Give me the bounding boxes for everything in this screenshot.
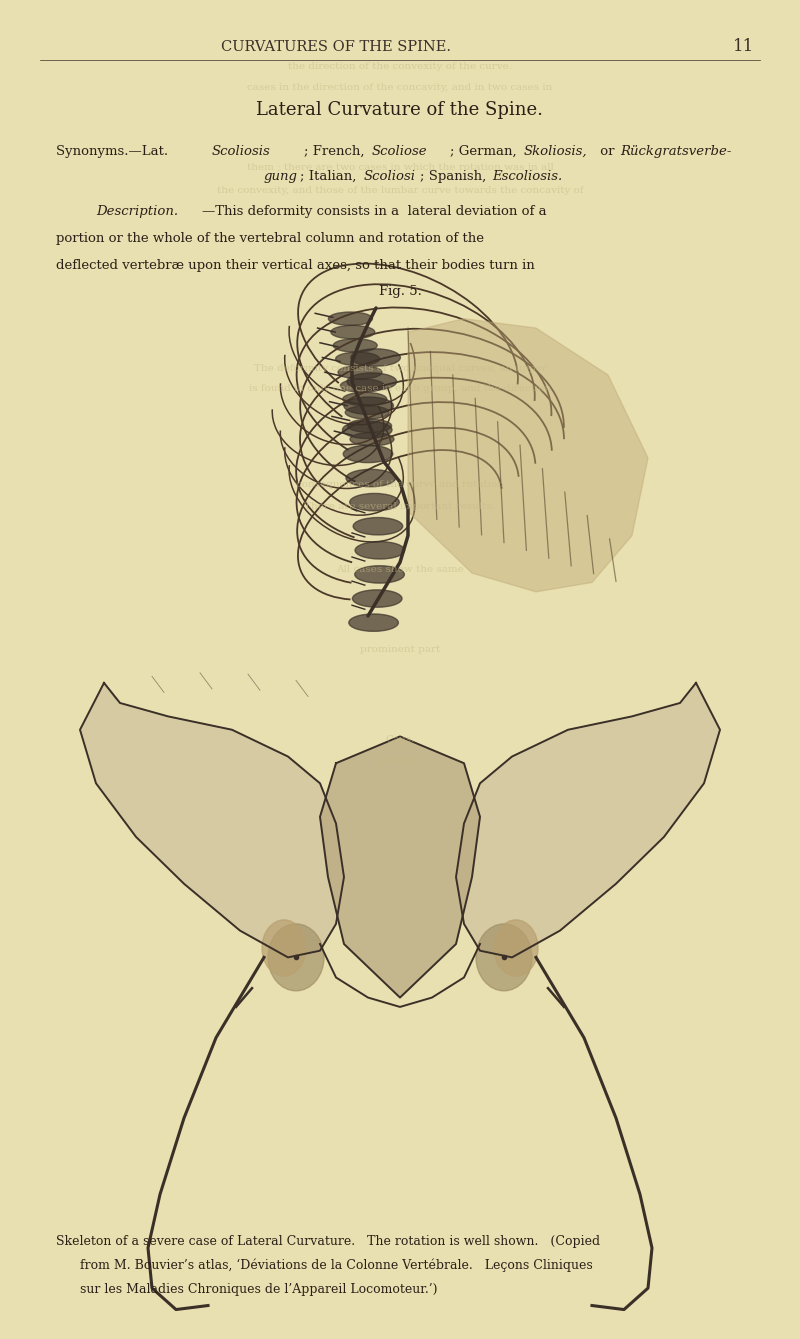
Ellipse shape (336, 352, 380, 366)
Ellipse shape (355, 542, 405, 560)
Ellipse shape (494, 920, 538, 976)
Ellipse shape (350, 493, 399, 510)
Ellipse shape (343, 392, 387, 406)
Text: prominent part: prominent part (360, 645, 440, 653)
Text: them ; there are two cases in which the rotation was in all: them ; there are two cases in which the … (246, 163, 554, 171)
Polygon shape (456, 683, 720, 957)
Text: Lateral Curvature of the Spine.: Lateral Curvature of the Spine. (257, 100, 543, 119)
Text: from M. Bouvier’s atlas, ‘Déviations de la Colonne Vertébrale.   Leçons Clinique: from M. Bouvier’s atlas, ‘Déviations de … (80, 1259, 593, 1272)
Text: Rückgratsverbe-: Rückgratsverbe- (620, 145, 731, 158)
Text: The deformity consists of two unequal curves, an upper: The deformity consists of two unequal cu… (254, 364, 546, 372)
Ellipse shape (331, 325, 374, 339)
Ellipse shape (354, 565, 404, 582)
Ellipse shape (350, 348, 400, 366)
Text: —This deformity consists in a  lateral deviation of a: —This deformity consists in a lateral de… (202, 205, 546, 218)
Ellipse shape (268, 924, 324, 991)
Ellipse shape (353, 517, 402, 534)
Text: the convexity, and those of the lumbar curve towards the concavity of: the convexity, and those of the lumbar c… (217, 186, 583, 194)
Text: Scoliose: Scoliose (372, 145, 428, 158)
Text: deflected vertebræ upon their vertical axes, so that their bodies turn in: deflected vertebræ upon their vertical a… (56, 258, 534, 272)
Text: ; French,: ; French, (304, 145, 369, 158)
Text: is found in only one case in each group, and the direction: is found in only one case in each group,… (249, 384, 551, 392)
Ellipse shape (341, 379, 385, 392)
Text: Skoliosis,: Skoliosis, (524, 145, 588, 158)
Ellipse shape (343, 445, 393, 462)
Ellipse shape (346, 470, 395, 486)
Text: portion or the whole of the vertebral column and rotation of the: portion or the whole of the vertebral co… (56, 232, 484, 245)
Text: Scoliosi: Scoliosi (364, 170, 416, 183)
Text: Synonyms.—Lat.: Synonyms.—Lat. (56, 145, 172, 158)
Text: ; German,: ; German, (450, 145, 521, 158)
Ellipse shape (342, 420, 392, 438)
Polygon shape (408, 319, 648, 592)
Text: or: or (596, 145, 618, 158)
Text: Caus.: Caus. (386, 735, 414, 743)
Text: consequences of the curve and rotation: consequences of the curve and rotation (296, 481, 504, 489)
Ellipse shape (338, 366, 382, 379)
Text: the direction of the convexity of the curve.: the direction of the convexity of the cu… (288, 63, 512, 71)
Text: Escoliosis.: Escoliosis. (492, 170, 562, 183)
Ellipse shape (333, 339, 378, 352)
Text: 11: 11 (734, 39, 754, 55)
Text: CURVATURES OF THE SPINE.: CURVATURES OF THE SPINE. (221, 40, 451, 54)
Polygon shape (320, 736, 480, 998)
Text: Skeleton of a severe case of Lateral Curvature.   The rotation is well shown.   : Skeleton of a severe case of Lateral Cur… (56, 1235, 600, 1248)
Text: All cases show the same: All cases show the same (336, 565, 464, 573)
Ellipse shape (349, 613, 398, 631)
Polygon shape (80, 683, 344, 957)
Text: ; Italian,: ; Italian, (300, 170, 361, 183)
Text: gung: gung (264, 170, 298, 183)
Ellipse shape (347, 372, 397, 390)
Ellipse shape (476, 924, 532, 991)
Text: There are several important results.: There are several important results. (305, 502, 495, 510)
Ellipse shape (347, 419, 392, 432)
Ellipse shape (346, 406, 389, 419)
Text: cases in the direction of the concavity, and in two cases in: cases in the direction of the concavity,… (247, 83, 553, 91)
Text: sur les Maladies Chroniques de l’Appareil Locomoteur.’): sur les Maladies Chroniques de l’Apparei… (80, 1283, 438, 1296)
Ellipse shape (350, 432, 394, 446)
Text: growaux: growaux (378, 757, 422, 765)
Text: ; Spanish,: ; Spanish, (420, 170, 490, 183)
Ellipse shape (344, 396, 394, 414)
Text: Fig. 5.: Fig. 5. (378, 285, 422, 299)
Text: Scoliosis: Scoliosis (212, 145, 270, 158)
Ellipse shape (353, 589, 402, 607)
Text: Description.: Description. (96, 205, 178, 218)
Ellipse shape (328, 312, 372, 325)
Ellipse shape (262, 920, 306, 976)
